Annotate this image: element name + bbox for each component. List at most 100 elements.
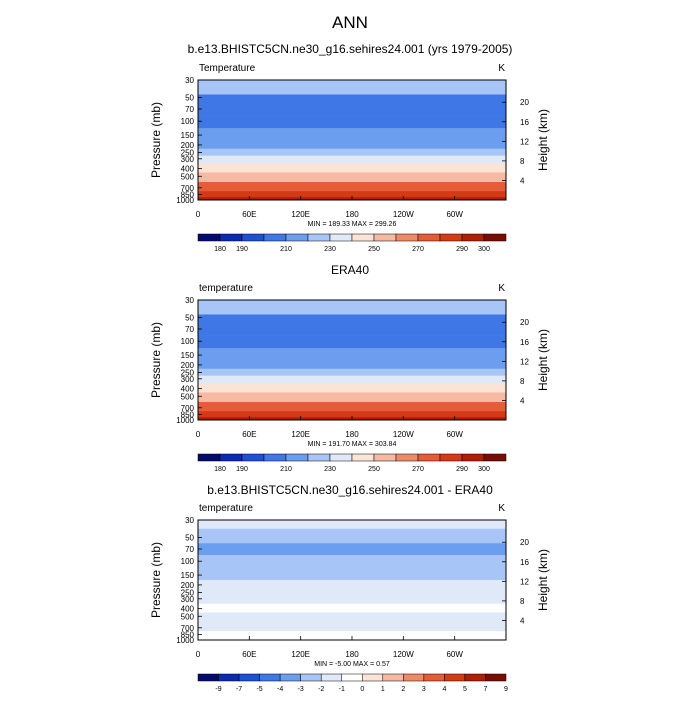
- height-tick-label: 12: [520, 357, 529, 366]
- pressure-tick-label: 70: [185, 105, 194, 114]
- pressure-tick-label: 500: [181, 172, 195, 181]
- contour-band: [198, 411, 506, 418]
- contour-band: [198, 148, 506, 156]
- pressure-tick-label: 500: [181, 612, 195, 621]
- colorbar-label: -7: [236, 686, 242, 693]
- height-tick-label: 4: [520, 396, 525, 405]
- panel-title: ERA40: [331, 263, 369, 277]
- pressure-tick-label: 700: [181, 184, 195, 193]
- colorbar-label: 180: [214, 466, 226, 473]
- height-axis-label: Height (km): [536, 329, 550, 391]
- longitude-tick-label: 180: [345, 210, 359, 219]
- longitude-tick-label: 180: [345, 430, 359, 439]
- pressure-tick-label: 250: [181, 589, 195, 598]
- colorbar-swatch: [351, 233, 375, 242]
- colorbar-swatch: [197, 453, 221, 462]
- colorbar-swatch: [263, 453, 287, 462]
- pressure-axis-label: Pressure (mb): [149, 102, 163, 178]
- colorbar-label: -3: [298, 686, 304, 693]
- longitude-tick-label: 60E: [242, 650, 256, 659]
- pressure-tick-label: 50: [185, 93, 194, 102]
- height-axis: 20 16 12 8 4: [502, 98, 529, 185]
- pressure-tick-label: 850: [181, 630, 195, 639]
- pressure-tick-label: 850: [181, 410, 195, 419]
- height-tick-label: 16: [520, 558, 529, 567]
- contour-band: [198, 300, 506, 315]
- panel-unit-label: K: [498, 503, 505, 514]
- colorbar-label: 210: [280, 466, 292, 473]
- longitude-tick-label: 60W: [446, 210, 463, 219]
- colorbar-swatch: [341, 673, 363, 682]
- colorbar: 180 190 210 230 250 270 290 300: [197, 233, 507, 253]
- height-axis-label: Height (km): [536, 549, 550, 611]
- colorbar-label: 300: [478, 466, 490, 473]
- pressure-tick-label: 400: [181, 605, 195, 614]
- height-tick-label: 20: [520, 538, 529, 547]
- pressure-tick-label: 700: [181, 404, 195, 413]
- pressure-tick-label: 700: [181, 624, 195, 633]
- contour-band: [198, 622, 506, 632]
- colorbar-swatch: [307, 453, 331, 462]
- height-tick-label: 12: [520, 137, 529, 146]
- colorbar-swatch: [417, 233, 441, 242]
- height-tick-label: 4: [520, 176, 525, 185]
- colorbar-swatch: [382, 673, 404, 682]
- height-tick-label: 20: [520, 98, 529, 107]
- pressure-tick-label: 70: [185, 325, 194, 334]
- colorbar-label: 300: [478, 246, 490, 253]
- contour-band: [198, 94, 506, 116]
- contour-band: [198, 368, 506, 376]
- contour-band: [198, 580, 506, 593]
- colorbar-label: -2: [318, 686, 324, 693]
- colorbar-swatch: [395, 453, 419, 462]
- colorbar-swatch: [439, 233, 463, 242]
- pressure-tick-label: 300: [181, 375, 195, 384]
- pressure-axis-label: Pressure (mb): [149, 322, 163, 398]
- pressure-tick-label: 1000: [176, 416, 194, 425]
- contour-band: [198, 555, 506, 569]
- pressure-tick-label: 1000: [176, 196, 194, 205]
- panel-3: b.e13.BHISTC5CN.ne30_g16.sehires24.001 -…: [149, 483, 550, 693]
- colorbar-swatch: [329, 233, 353, 242]
- colorbar-swatch: [373, 233, 397, 242]
- colorbar-label: 270: [412, 466, 424, 473]
- colorbar-label: 210: [280, 246, 292, 253]
- contour-band: [198, 543, 506, 556]
- colorbar-label: 290: [456, 466, 468, 473]
- longitude-tick-label: 120E: [291, 650, 310, 659]
- pressure-tick-label: 200: [181, 141, 195, 150]
- colorbar-label: 230: [324, 466, 336, 473]
- longitude-tick-label: 0: [196, 650, 201, 659]
- pressure-tick-label: 30: [185, 76, 194, 85]
- colorbar-label: -5: [256, 686, 262, 693]
- colorbar-label: 250: [368, 466, 380, 473]
- colorbar: -9 -7 -5 -4 -3 -2 -1 0 1 2 3 4 5 7 9: [197, 673, 508, 693]
- colorbar-swatch: [197, 673, 219, 682]
- pressure-tick-label: 850: [181, 190, 195, 199]
- colorbar-swatch: [219, 233, 243, 242]
- panel-variable-label: temperature: [199, 283, 253, 294]
- colorbar-swatch: [444, 673, 466, 682]
- contour-band: [198, 163, 506, 173]
- contour-band: [198, 631, 506, 638]
- colorbar-label: 230: [324, 246, 336, 253]
- colorbar-label: 190: [236, 246, 248, 253]
- height-tick-label: 8: [520, 377, 525, 386]
- colorbar-label: -9: [215, 686, 221, 693]
- pressure-tick-label: 200: [181, 361, 195, 370]
- contour-band: [198, 612, 506, 623]
- contour-band: [198, 155, 506, 165]
- colorbar-swatch: [279, 673, 301, 682]
- colorbar-swatch: [461, 233, 485, 242]
- colorbar-swatch: [300, 673, 322, 682]
- contour-band: [198, 591, 506, 605]
- contour-band: [198, 80, 506, 95]
- colorbar-label: 0: [360, 686, 364, 693]
- longitude-tick-label: 60E: [242, 210, 256, 219]
- colorbar-swatch: [362, 673, 384, 682]
- panel-title: b.e13.BHISTC5CN.ne30_g16.sehires24.001 -…: [207, 483, 493, 497]
